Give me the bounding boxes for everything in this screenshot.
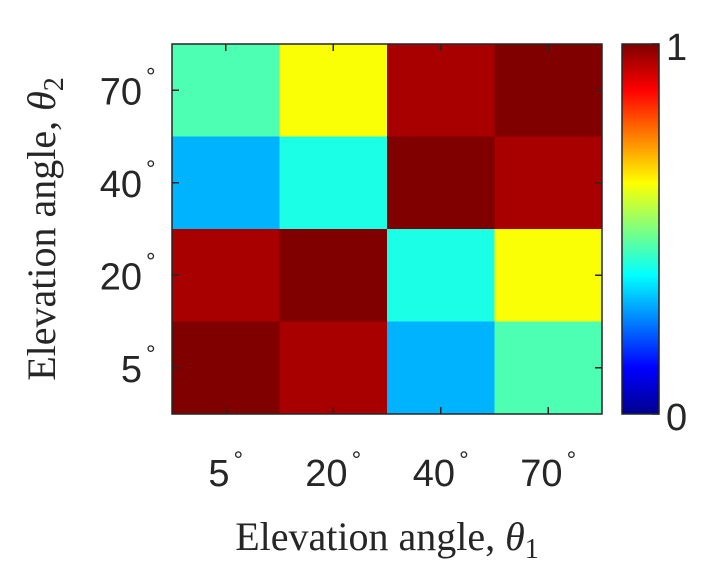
y-tick-label: 40	[100, 164, 142, 206]
heatmap-cell	[387, 321, 495, 415]
heatmap-cell	[494, 136, 603, 230]
heatmap-cell	[172, 136, 280, 230]
y-tick-label: 70	[100, 71, 142, 113]
heatmap-cell	[494, 229, 603, 322]
x-axis-label-subscript: 1	[525, 534, 539, 565]
y-axis-label-prefix: Elevation angle,	[19, 111, 64, 381]
heatmap-cell	[172, 229, 280, 322]
x-axis-label-symbol: θ	[505, 514, 525, 559]
y-ticks: 70 °40 °20 °5 °	[100, 63, 602, 391]
heatmap-cells	[172, 44, 603, 415]
heatmap-cell	[494, 321, 603, 415]
heatmap-cell	[387, 44, 495, 137]
x-ticks: 5 ° 20 ° 40 ° 70 °	[208, 44, 576, 495]
y-tick-degree: °	[146, 63, 156, 90]
y-tick-degree: °	[146, 156, 156, 183]
colorbar	[621, 43, 660, 415]
heatmap-cell	[279, 136, 388, 230]
heatmap-cell	[387, 136, 495, 230]
y-axis-label: Elevation angle, θ2	[19, 77, 70, 381]
y-tick-label: 20	[100, 256, 142, 298]
y-tick-degree: °	[146, 341, 156, 368]
y-axis-label-symbol: θ	[19, 91, 64, 111]
x-tick-label: 20 °	[305, 447, 361, 495]
y-tick-label: 5	[121, 349, 142, 391]
colorbar-tick-label-max: 1	[666, 27, 687, 69]
plot-frame	[171, 43, 603, 415]
heatmap-cell	[279, 229, 388, 322]
heatmap-cell	[387, 229, 495, 322]
heatmap-cell	[279, 44, 388, 137]
y-axis-label-subscript: 2	[39, 77, 70, 91]
y-tick-degree: °	[146, 248, 156, 275]
heatmap-cell	[279, 321, 388, 415]
x-axis-label: Elevation angle, θ1	[235, 514, 539, 565]
x-axis-label-prefix: Elevation angle,	[235, 514, 505, 559]
heatmap-cell	[494, 44, 603, 137]
x-tick-label: 40 °	[413, 447, 469, 495]
heatmap-cell	[172, 44, 280, 137]
heatmap-cell	[172, 321, 280, 415]
x-tick-label: 5 °	[208, 447, 243, 495]
colorbar-tick-label-min: 0	[666, 397, 687, 439]
x-tick-label: 70 °	[520, 447, 576, 495]
